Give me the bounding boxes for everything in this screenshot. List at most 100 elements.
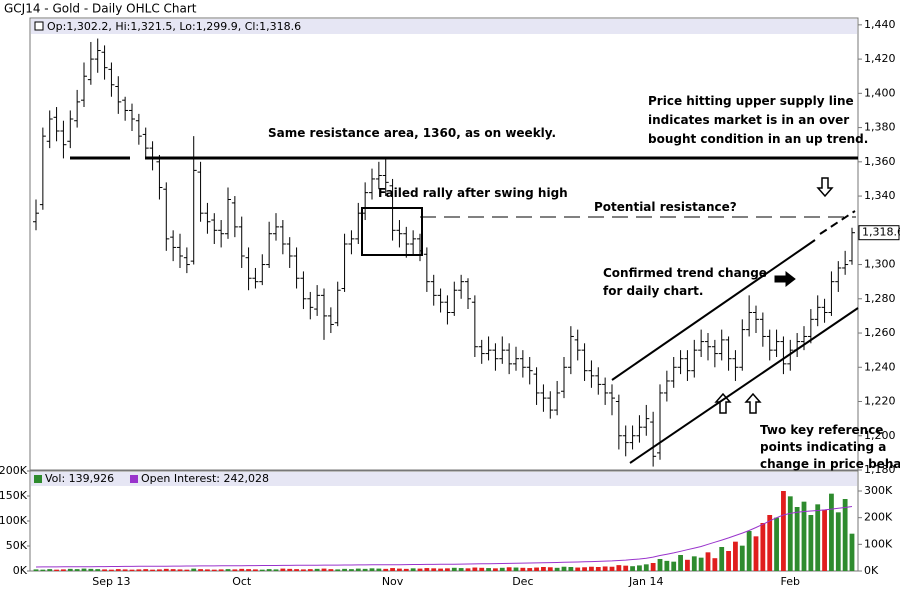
arrow-right bbox=[774, 270, 796, 288]
y-tick-label: 1,280 bbox=[864, 292, 896, 305]
y2-tick-label: 300K bbox=[864, 484, 893, 497]
volume-bar bbox=[486, 568, 491, 571]
volume-bar bbox=[376, 568, 382, 571]
y-tick-label: 150K bbox=[0, 489, 28, 502]
annotation: Price hitting upper supply line bbox=[648, 94, 854, 108]
volume-bar bbox=[355, 568, 361, 571]
volume-bar bbox=[589, 566, 594, 571]
last-price-label: 1,318.6 bbox=[862, 226, 900, 239]
volume-bar bbox=[301, 569, 306, 571]
volume-bar bbox=[225, 569, 231, 571]
legend-text: Vol: 139,926 bbox=[45, 472, 114, 485]
volume-bar bbox=[61, 569, 66, 571]
volume-bar bbox=[527, 568, 533, 571]
volume-bar bbox=[321, 568, 327, 571]
annotations bbox=[70, 156, 859, 464]
volume-bar bbox=[253, 569, 258, 571]
volume-bar bbox=[671, 561, 677, 571]
volume-bar bbox=[150, 569, 155, 571]
y-tick-label: 1,420 bbox=[864, 52, 896, 65]
annotation: Two key reference bbox=[760, 423, 883, 437]
volume-bar bbox=[33, 569, 39, 571]
annotation: Same resistance area, 1360, as on weekly… bbox=[268, 126, 556, 140]
volume-bar bbox=[191, 568, 197, 571]
volume-bar bbox=[88, 568, 94, 571]
volume-bar bbox=[541, 567, 546, 571]
volume-bar bbox=[479, 567, 485, 571]
volume-bar bbox=[198, 569, 203, 571]
arrow-up bbox=[744, 392, 762, 414]
volume-bar bbox=[273, 569, 279, 571]
arrow-down bbox=[816, 177, 834, 198]
legend-text: Op:1,302.2, Hi:1,321.5, Lo:1,299.9, Cl:1… bbox=[47, 20, 301, 33]
y2-tick-label: 0K bbox=[864, 564, 879, 577]
volume-bar bbox=[81, 568, 87, 571]
volume-bar bbox=[157, 569, 162, 571]
x-tick-label: Jan 14 bbox=[628, 575, 663, 588]
volume-bar bbox=[445, 568, 450, 571]
volume-bar bbox=[280, 568, 286, 571]
volume-bar bbox=[115, 569, 121, 571]
volume-bar bbox=[362, 568, 368, 571]
volume-bar bbox=[513, 567, 519, 571]
x-tick-label: Dec bbox=[512, 575, 533, 588]
volume-bar bbox=[40, 569, 46, 571]
volume-bar bbox=[472, 567, 478, 571]
volume-bar bbox=[349, 569, 354, 571]
volume-bar bbox=[822, 509, 827, 571]
volume-bar bbox=[657, 559, 663, 571]
volume-bar bbox=[438, 568, 443, 571]
volume-bar bbox=[95, 569, 101, 571]
annotation: bought condition in an up trend. bbox=[648, 132, 868, 146]
volume-bar bbox=[465, 568, 471, 571]
volume-bar bbox=[534, 567, 539, 571]
y-tick-label: 1,180 bbox=[864, 463, 896, 476]
chart-title: GCJ14 - Gold - Daily OHLC Chart bbox=[4, 2, 197, 16]
volume-bar bbox=[397, 568, 402, 571]
legend-swatch bbox=[34, 21, 44, 31]
y-tick-label: 1,240 bbox=[864, 360, 896, 373]
volume-bar bbox=[143, 569, 149, 571]
legend-swatch bbox=[34, 475, 42, 483]
annotation: points indicating a bbox=[760, 440, 886, 454]
volume-bar bbox=[746, 531, 752, 571]
volume-bar bbox=[712, 558, 718, 571]
volume-bar bbox=[739, 545, 745, 571]
volume-bar bbox=[815, 504, 821, 571]
x-tick-label: Oct bbox=[232, 575, 252, 588]
volume-bar bbox=[417, 568, 423, 571]
volume-bar bbox=[561, 566, 567, 571]
volume-bar bbox=[424, 568, 430, 571]
volume-bar bbox=[136, 569, 142, 571]
volume-bar bbox=[246, 569, 251, 571]
volume-bar bbox=[122, 569, 128, 571]
volume-bar bbox=[314, 568, 320, 571]
annotation: Potential resistance? bbox=[594, 200, 737, 214]
volume-bar bbox=[102, 569, 107, 571]
volume-bar bbox=[451, 567, 457, 571]
volume-bar bbox=[266, 569, 272, 571]
y-tick-label: 1,260 bbox=[864, 326, 896, 339]
volume-bar bbox=[691, 556, 697, 571]
y-tick-label: 1,300 bbox=[864, 258, 896, 271]
annotation: indicates market is in an over bbox=[648, 113, 849, 127]
volume-bar bbox=[753, 536, 759, 571]
y-tick-label: 50K bbox=[6, 539, 28, 552]
volume-bar bbox=[47, 569, 53, 571]
volume-bar bbox=[67, 568, 73, 571]
legend-strip bbox=[31, 19, 857, 34]
x-tick-label: Sep 13 bbox=[92, 575, 130, 588]
upper-channel-extension bbox=[819, 210, 856, 235]
y-tick-label: 1,440 bbox=[864, 18, 896, 31]
volume-bar bbox=[259, 569, 265, 571]
volume-bar bbox=[307, 569, 313, 571]
volume-bar bbox=[109, 569, 114, 571]
last-price-box bbox=[858, 225, 900, 241]
annotation: change in price behavior bbox=[760, 457, 900, 471]
volume-bar bbox=[787, 496, 793, 571]
volume-bar bbox=[239, 568, 245, 571]
volume-bar bbox=[211, 569, 217, 571]
annotation: for daily chart. bbox=[603, 284, 703, 298]
volume-bar bbox=[595, 567, 601, 571]
